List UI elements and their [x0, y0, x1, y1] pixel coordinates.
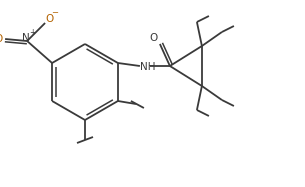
Text: −: − [52, 8, 59, 18]
Text: NH: NH [140, 62, 156, 72]
Text: N: N [22, 33, 30, 43]
Text: O: O [150, 33, 158, 43]
Text: O: O [0, 34, 2, 44]
Text: +: + [29, 27, 35, 36]
Text: O: O [45, 14, 53, 24]
